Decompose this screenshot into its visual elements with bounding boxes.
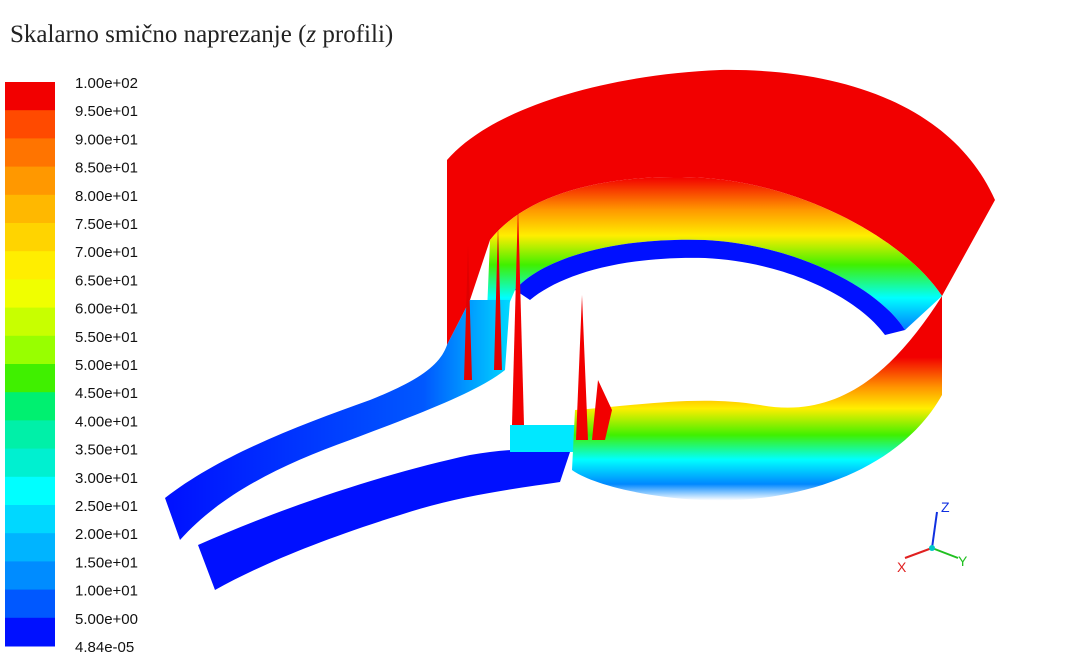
z-label: Z	[941, 499, 950, 515]
legend-label: 5.00e+01	[75, 357, 138, 374]
inner-ring	[485, 177, 942, 360]
legend-swatch	[5, 251, 55, 280]
spike	[494, 225, 502, 370]
origin	[929, 545, 935, 551]
legend-label: 4.50e+01	[75, 385, 138, 402]
legend-label: 1.50e+01	[75, 554, 138, 571]
legend-swatch	[5, 166, 55, 196]
legend-swatch	[5, 279, 55, 309]
legend-label: 8.50e+01	[75, 160, 138, 177]
title-text: profili)	[316, 21, 393, 48]
legend-label: 9.50e+01	[75, 103, 138, 120]
flow-geometry	[165, 69, 995, 590]
legend-swatch	[5, 364, 55, 393]
axis-triad: Z X Y	[897, 499, 968, 575]
spike	[576, 295, 588, 440]
legend-swatch	[5, 194, 55, 224]
legend-swatch	[5, 138, 55, 168]
legend-label: 5.50e+01	[75, 329, 138, 346]
legend-label: 2.50e+01	[75, 498, 138, 515]
z-axis	[931, 511, 938, 549]
legend-swatch	[5, 392, 55, 421]
lower-pipe	[198, 449, 570, 590]
legend-swatch	[5, 533, 55, 562]
legend-swatch	[5, 589, 55, 619]
legend-label: 6.00e+01	[75, 301, 138, 318]
spike	[464, 245, 472, 380]
legend-label: 4.00e+01	[75, 413, 138, 430]
legend-label: 4.84e-05	[75, 639, 134, 656]
legend-label: 3.00e+01	[75, 470, 138, 487]
y-label: Y	[958, 553, 968, 569]
legend-label: 1.00e+02	[75, 75, 138, 92]
legend-label: 3.50e+01	[75, 442, 138, 459]
legend-label: 8.00e+01	[75, 188, 138, 205]
x-axis	[904, 547, 933, 559]
legend-swatch	[5, 223, 55, 252]
legend-swatch	[5, 448, 55, 478]
title-text: Skalarno smično naprezanje (	[10, 21, 306, 48]
ring-inner-edge	[515, 239, 905, 335]
legend-label: 1.00e+01	[75, 583, 138, 600]
legend-label: 7.00e+01	[75, 244, 138, 261]
legend-label: 6.50e+01	[75, 272, 138, 289]
legend-swatch	[5, 561, 55, 591]
legend-swatch	[5, 505, 55, 534]
legend-swatch	[5, 110, 55, 139]
legend-label: 5.00e+00	[75, 611, 138, 628]
color-legend: 1.00e+02 9.50e+01 9.00e+01 8.50e+01 8.00e+01…	[5, 75, 138, 656]
title: Skalarno smično naprezanje (z profili)	[10, 21, 393, 48]
spike	[592, 380, 612, 440]
legend-label: 9.00e+01	[75, 131, 138, 148]
legend-swatch	[5, 476, 55, 506]
y-axis	[931, 547, 959, 559]
title-italic: z	[305, 21, 316, 48]
back-wall	[447, 69, 995, 346]
x-label: X	[897, 559, 907, 575]
spike	[512, 205, 524, 425]
legend-swatch	[5, 335, 55, 365]
legend-swatch	[5, 82, 55, 111]
front-wall	[572, 296, 942, 501]
legend-swatch	[5, 307, 55, 337]
legend-label: 2.00e+01	[75, 526, 138, 543]
junction	[510, 425, 585, 452]
legend-swatch	[5, 617, 55, 647]
legend-swatch	[5, 420, 55, 450]
upper-pipe	[165, 300, 510, 540]
legend-label: 7.50e+01	[75, 216, 138, 233]
